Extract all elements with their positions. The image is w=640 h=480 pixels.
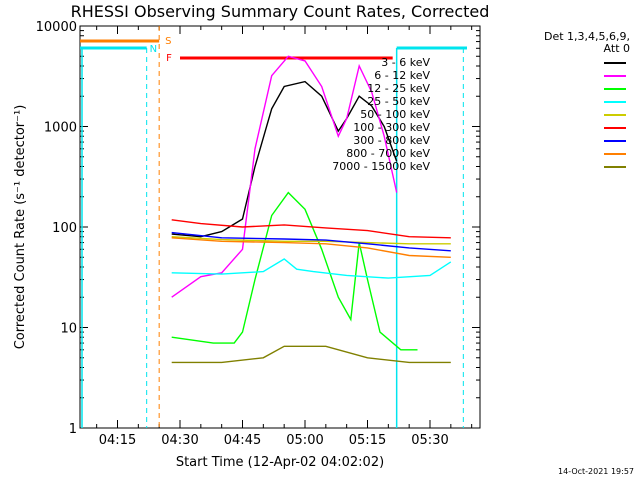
- series-line-1: [171, 80, 398, 238]
- x-tick-label: 04:30: [161, 433, 198, 448]
- series-line-2: [171, 55, 398, 298]
- legend-item-label: 25 - 50 keV: [367, 95, 430, 108]
- legend-item-label: 50 - 100 keV: [360, 108, 430, 121]
- legend-swatch: [604, 166, 626, 168]
- generation-timestamp: 14-Oct-2021 19:57: [558, 467, 634, 476]
- legend-item-label: 12 - 25 keV: [367, 82, 430, 95]
- legend-item-label: 800 - 7000 keV: [346, 147, 430, 160]
- series-line-5: [171, 236, 451, 245]
- legend-item-label: 3 - 6 keV: [381, 56, 430, 69]
- x-tick-label: 05:15: [349, 433, 386, 448]
- y-tick-label: 10: [60, 322, 77, 337]
- legend-swatch: [604, 101, 626, 103]
- series-line-6: [171, 219, 451, 239]
- legend-swatch: [604, 88, 626, 90]
- legend-item-label: 100 - 300 keV: [353, 121, 430, 134]
- y-tick-label: 1: [69, 422, 77, 437]
- x-tick-label: 05:30: [411, 433, 448, 448]
- legend-swatch: [604, 140, 626, 142]
- chart-title: RHESSI Observing Summary Count Rates, Co…: [70, 2, 490, 21]
- y-tick-label: 100: [52, 221, 77, 236]
- legend-header-attenuator: Att 0: [603, 42, 630, 55]
- x-tick-label: 04:15: [99, 433, 136, 448]
- x-axis-label: Start Time (12-Apr-02 04:02:02): [175, 455, 385, 470]
- series-line-3: [171, 191, 418, 351]
- series-line-9: [171, 345, 451, 364]
- legend-swatch: [604, 114, 626, 116]
- y-axis-label: Corrected Count Rate (s⁻¹ detector⁻¹): [13, 105, 28, 350]
- y-tick-label: 1000: [44, 121, 77, 136]
- series-line-8: [171, 237, 451, 258]
- legend-item-label: 6 - 12 keV: [374, 69, 430, 82]
- x-tick-label: 05:00: [286, 433, 323, 448]
- legend-item-label: 300 - 800 keV: [353, 134, 430, 147]
- legend-swatch: [604, 153, 626, 155]
- y-tick-label: 10000: [36, 20, 77, 35]
- legend-swatch: [604, 75, 626, 77]
- series-line-7: [171, 231, 451, 252]
- legend-header-detectors: Det 1,3,4,5,6,9,: [543, 30, 630, 43]
- series-line-4: [171, 258, 452, 279]
- flag-s-label: S: [165, 36, 171, 47]
- legend-swatch: [604, 127, 626, 129]
- flag-f-label: F: [166, 53, 172, 64]
- flag-n-label: N: [150, 44, 157, 55]
- legend-swatch: [604, 62, 626, 64]
- legend-item-label: 7000 - 15000 keV: [332, 160, 430, 173]
- x-tick-label: 04:45: [224, 433, 261, 448]
